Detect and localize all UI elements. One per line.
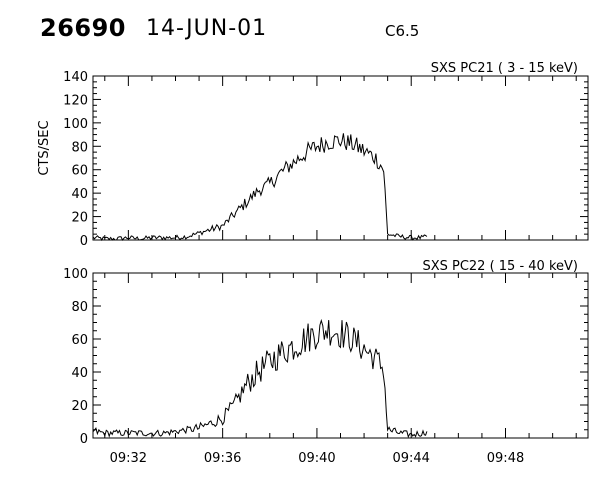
panel-title: SXS PC21 ( 3 - 15 keV) [431,61,578,76]
x-tick-label: 09:48 [487,451,524,466]
event-date: 14-JUN-01 [146,16,268,41]
y-tick-label: 60 [71,164,88,179]
count-rate-series [92,318,428,439]
x-tick-label: 09:40 [298,451,335,466]
y-tick-label: 80 [71,300,88,315]
y-tick-label: 40 [71,366,88,381]
count-rate-series [92,133,428,242]
y-axis-label: CTS/SEC [37,120,52,175]
panel-pc22: SXS PC22 ( 15 - 40 keV) 0 20 40 60 80 100 09:32… [63,259,589,466]
panel-pc21: SXS PC21 ( 3 - 15 keV) 0 20 40 60 80 100 120 140… [37,61,589,249]
y-tick-label: 20 [71,211,88,226]
plot-frame [92,272,589,439]
event-id: 26690 [40,14,126,42]
y-tick-label: 40 [71,187,88,202]
y-tick-label: 100 [63,267,88,282]
y-tick-label: 60 [71,333,88,348]
y-tick-label: 140 [63,70,88,85]
plot-frame [92,75,589,241]
y-tick-label: 20 [71,399,88,414]
x-tick-label: 09:36 [204,451,241,466]
x-tick-label: 09:32 [110,451,147,466]
y-tick-label: 0 [80,234,88,249]
panel-title: SXS PC22 ( 15 - 40 keV) [422,259,578,274]
y-tick-label: 0 [80,432,88,447]
y-tick-label: 120 [63,93,88,108]
x-tick-label: 09:44 [392,451,429,466]
flare-class: C6.5 [385,22,420,40]
y-tick-label: 100 [63,117,88,132]
y-tick-label: 80 [71,140,88,155]
